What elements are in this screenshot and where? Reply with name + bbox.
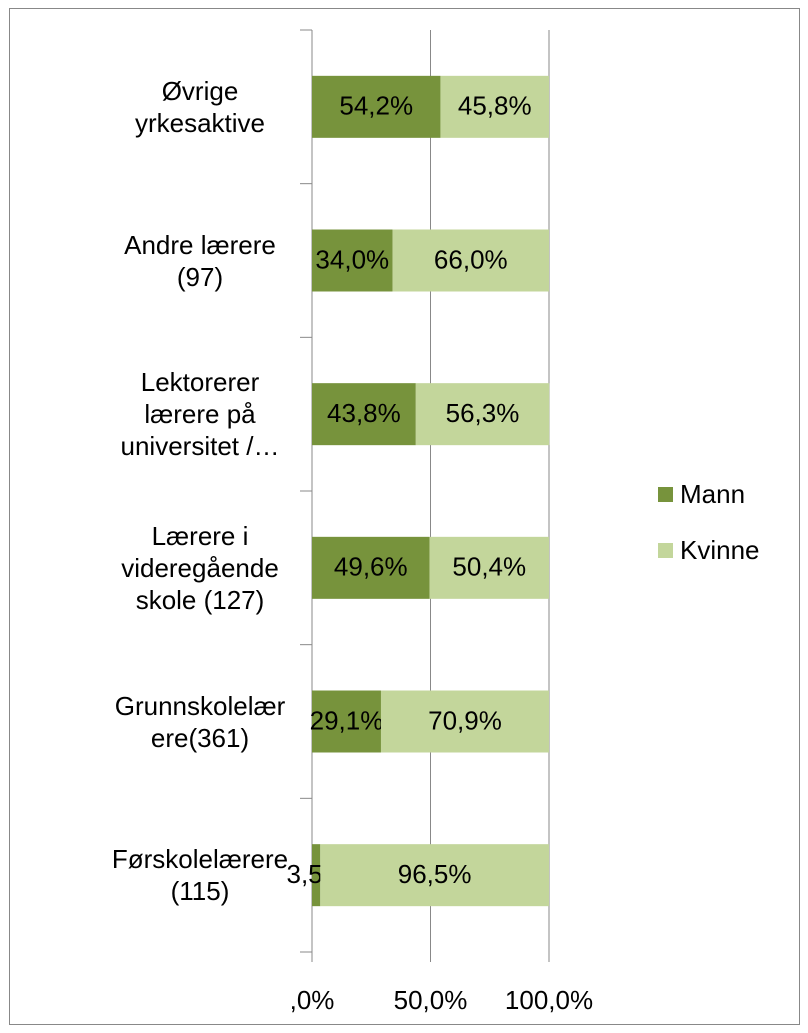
- value-label: 54,2%: [339, 91, 413, 121]
- category-label: Grunnskolelær ere(361): [114, 690, 286, 753]
- category-label: Lærere i videregående skole (127): [121, 520, 279, 615]
- x-tick-label: 100,0%: [505, 985, 593, 1015]
- x-tick-label: ,0%: [290, 985, 335, 1015]
- category-label: Førskolelærere (115): [111, 844, 289, 907]
- value-label: 43,8%: [327, 398, 401, 428]
- value-label: 29,1%: [310, 705, 384, 735]
- legend-label: Kvinne: [680, 535, 760, 565]
- category-label: Øvrige yrkesaktive: [134, 75, 266, 138]
- value-label: 66,0%: [434, 244, 508, 274]
- value-label: 56,3%: [446, 398, 520, 428]
- value-label: 96,5%: [398, 859, 472, 889]
- x-tick-label: 50,0%: [394, 985, 468, 1015]
- value-label: 49,6%: [334, 552, 408, 582]
- value-label: 50,4%: [452, 552, 526, 582]
- bar-segment: [312, 383, 416, 446]
- category-label: Lektorerer lærere på universitet /…: [120, 367, 280, 462]
- legend-label: Mann: [680, 479, 745, 509]
- bar-segment: [320, 844, 549, 907]
- legend-swatch: [658, 487, 673, 502]
- value-label: 34,0%: [315, 244, 389, 274]
- category-label: Andre lærere (97): [124, 229, 276, 292]
- bar-segment: [312, 229, 393, 292]
- bar-segment: [312, 690, 381, 753]
- bar-segment: [312, 75, 441, 138]
- bar-segment: [312, 844, 321, 907]
- value-label: 45,8%: [458, 91, 532, 121]
- value-label: 70,9%: [428, 705, 502, 735]
- bar-segment: [440, 75, 549, 138]
- bar-segment: [415, 383, 550, 446]
- bar-segment: [380, 690, 549, 753]
- bar-segment: [312, 536, 430, 599]
- bar-segment: [392, 229, 549, 292]
- bar-segment: [429, 536, 549, 599]
- legend-swatch: [658, 543, 673, 558]
